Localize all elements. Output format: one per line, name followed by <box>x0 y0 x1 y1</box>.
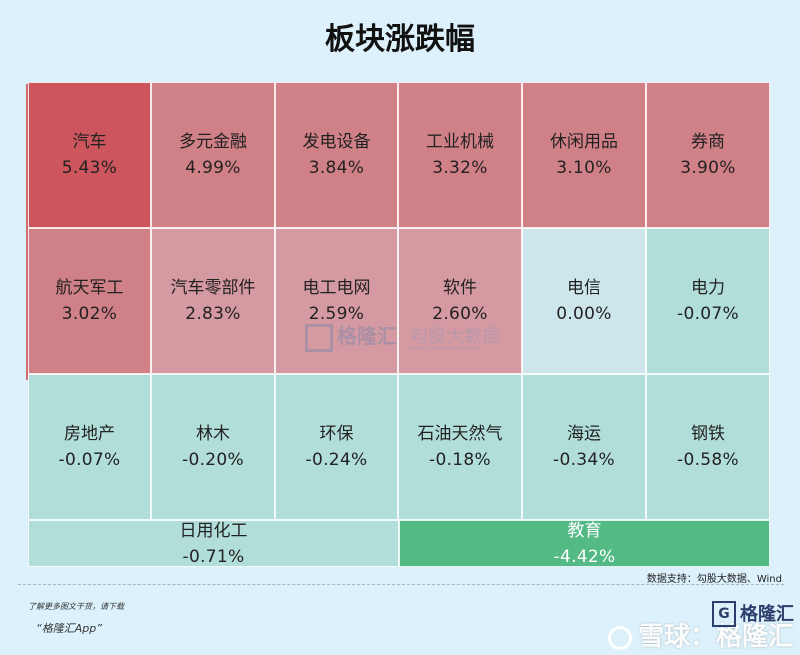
footer-app-name: “格隆汇App” <box>36 622 102 635</box>
cell-change-value: 2.83% <box>185 304 241 324</box>
cell-change-value: -0.24% <box>305 450 368 470</box>
data-source: 数据支持：勾股大数据、Wind <box>646 574 782 585</box>
heatmap-cell: 软件 2.60% <box>398 228 522 374</box>
cell-sector-name: 多元金融 <box>179 132 247 152</box>
cell-sector-name: 电信 <box>567 278 601 298</box>
heatmap-cell: 电信 0.00% <box>522 228 646 374</box>
cell-change-value: 3.84% <box>308 158 365 178</box>
cell-sector-name: 环保 <box>319 424 354 444</box>
cell-change-value: -0.18% <box>429 450 491 470</box>
heatmap-cell: 工业机械 3.32% <box>398 82 522 228</box>
heatmap-cell: 钢铁 -0.58% <box>646 374 770 520</box>
heatmap-cell: 电力 -0.07% <box>646 228 770 374</box>
cell-change-value: -0.07% <box>677 304 739 324</box>
cell-change-value: 2.59% <box>308 304 365 324</box>
cell-sector-name: 电力 <box>691 278 725 298</box>
cell-sector-name: 钢铁 <box>691 424 725 444</box>
cell-change-value: -0.20% <box>182 450 244 470</box>
cell-sector-name: 林木 <box>196 424 230 444</box>
cell-change-value: -0.34% <box>553 450 615 470</box>
cell-sector-name: 航天军工 <box>55 278 124 298</box>
cell-sector-name: 券商 <box>691 132 725 152</box>
cell-sector-name: 电工电网 <box>302 278 371 298</box>
heatmap-cell: 多元金融 4.99% <box>151 82 275 228</box>
cell-sector-name: 软件 <box>443 278 477 298</box>
cell-sector-name: 房地产 <box>64 424 115 444</box>
cell-change-value: 4.99% <box>185 158 241 178</box>
cell-sector-name: 汽车 <box>72 132 107 152</box>
heatmap-cell: 教育 -4.42% <box>399 520 770 567</box>
divider <box>18 584 784 585</box>
cell-change-value: 5.43% <box>61 158 118 178</box>
chart-title: 板块涨跌幅 <box>325 22 475 57</box>
cell-change-value: 0.00% <box>556 304 612 324</box>
cell-sector-name: 发电设备 <box>302 132 371 152</box>
cell-change-value: 3.02% <box>61 304 118 324</box>
brand-logo-icon: G <box>712 601 736 627</box>
cell-sector-name: 教育 <box>567 520 602 541</box>
cell-change-value: -0.58% <box>677 450 739 470</box>
xueqiu-icon <box>608 625 632 650</box>
heatmap-cell: 日用化工 -0.71% <box>28 520 399 567</box>
heatmap-cell: 汽车零部件 2.83% <box>151 228 275 374</box>
cell-change-value: -4.42% <box>553 546 616 567</box>
heatmap-cell: 汽车 5.43% <box>28 82 151 228</box>
cell-sector-name: 海运 <box>567 424 601 444</box>
cell-change-value: 2.60% <box>432 304 488 324</box>
footer-download-note: 了解更多图文干货，请下载 <box>28 602 124 611</box>
xueqiu-watermark: 雪球：格隆汇 <box>608 616 794 653</box>
heatmap-cell: 发电设备 3.84% <box>275 82 398 228</box>
heatmap-cell: 电工电网 2.59% <box>275 228 398 374</box>
heatmap-cell: 券商 3.90% <box>646 82 770 228</box>
cell-sector-name: 日用化工 <box>179 520 248 541</box>
heatmap-cell: 环保 -0.24% <box>275 374 398 520</box>
cell-sector-name: 休闲用品 <box>550 132 618 152</box>
cell-sector-name: 工业机械 <box>426 132 494 152</box>
heatmap-cell: 休闲用品 3.10% <box>522 82 646 228</box>
heatmap-grid: 汽车 5.43% 多元金融 4.99% 发电设备 3.84% 工业机械 3.32% 休闲用品 3.… <box>28 82 770 567</box>
heatmap-cell: 石油天然气 -0.18% <box>398 374 522 520</box>
cell-change-value: -0.07% <box>58 450 121 470</box>
brand-name: 格隆汇 <box>740 604 794 625</box>
left-rule <box>26 84 28 380</box>
cell-sector-name: 石油天然气 <box>417 424 503 444</box>
heatmap-cell: 林木 -0.20% <box>151 374 275 520</box>
heatmap-cell: 航天军工 3.02% <box>28 228 151 374</box>
cell-change-value: -0.71% <box>182 546 245 567</box>
cell-change-value: 3.10% <box>556 158 612 178</box>
heatmap-cell: 海运 -0.34% <box>522 374 646 520</box>
cell-sector-name: 汽车零部件 <box>170 278 256 298</box>
cell-change-value: 3.90% <box>680 158 736 178</box>
cell-change-value: 3.32% <box>432 158 488 178</box>
heatmap-cell: 房地产 -0.07% <box>28 374 151 520</box>
